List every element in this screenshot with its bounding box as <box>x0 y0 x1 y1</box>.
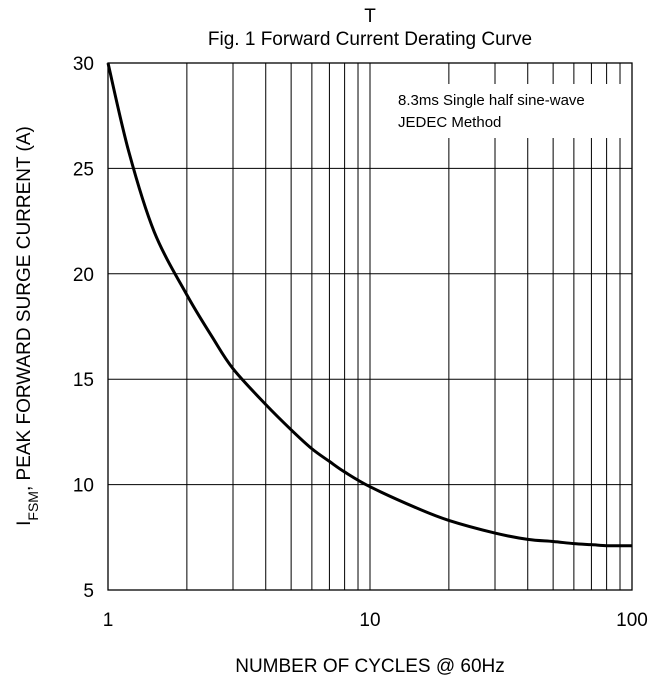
y-tick-label: 10 <box>73 476 94 497</box>
y-tick-label: 30 <box>73 54 94 75</box>
y-axis-label: IFSM, PEAK FORWARD SURGE CURRENT (A) <box>14 126 41 526</box>
x-tick-label: 1 <box>103 610 114 631</box>
x-tick-label: 100 <box>616 610 648 631</box>
y-tick-label: 5 <box>83 581 94 602</box>
y-axis-label-subscript: FSM <box>25 491 41 521</box>
y-tick-label: 20 <box>73 265 94 286</box>
annotation-line-1: 8.3ms Single half sine-wave <box>398 92 585 109</box>
x-tick-label: 10 <box>359 610 380 631</box>
y-axis-label-main: I <box>14 521 35 526</box>
x-axis-label: NUMBER OF CYCLES @ 60Hz <box>235 656 505 677</box>
annotation-line-2: JEDEC Method <box>398 114 501 131</box>
plot-frame <box>107 62 633 591</box>
annotation-box <box>388 84 628 138</box>
y-tick-label: 25 <box>73 159 94 180</box>
y-tick-label: 15 <box>73 370 94 391</box>
tick-labels: 5 10 15 20 25 30 1 10 100 <box>73 54 648 631</box>
figure-mark: T <box>364 6 376 27</box>
derating-curve <box>106 62 632 548</box>
grid-lines <box>108 63 632 590</box>
y-axis-label-rest: , PEAK FORWARD SURGE CURRENT (A) <box>14 126 35 491</box>
chart-title: Fig. 1 Forward Current Derating Curve <box>208 29 532 50</box>
